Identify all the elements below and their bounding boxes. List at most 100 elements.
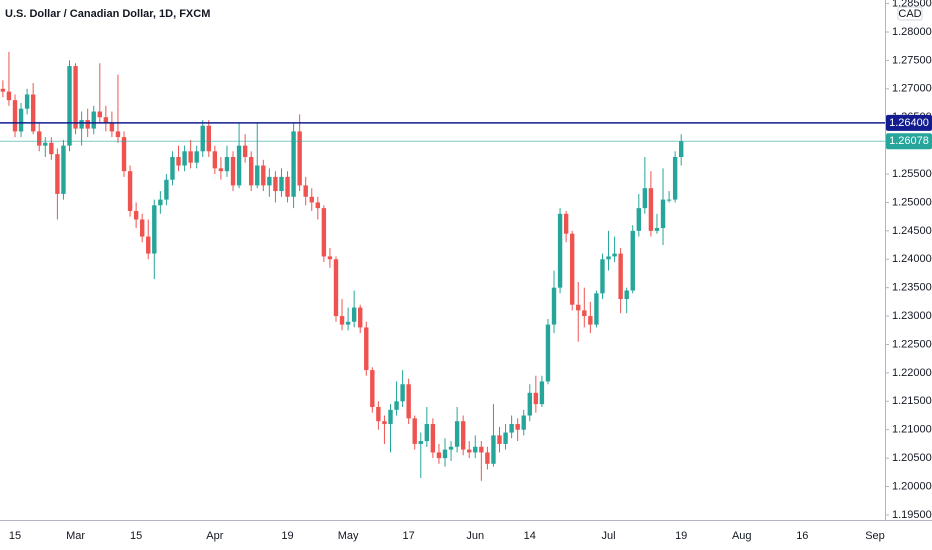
candle-body (176, 156, 181, 166)
candle-body (509, 424, 514, 433)
candle-body (327, 256, 333, 260)
x-tick-label: Mar (66, 530, 85, 542)
y-tick-label: 1.22000 (892, 367, 932, 379)
y-tick-label: 1.27000 (892, 83, 932, 95)
candle-body (600, 259, 605, 294)
candle-body (612, 253, 617, 257)
candle-body (491, 435, 496, 464)
candle-body (364, 327, 369, 371)
candle-body (212, 151, 218, 169)
candle-body (0, 88, 6, 92)
y-tick-label: 1.24500 (892, 225, 932, 237)
candle-body (400, 384, 405, 402)
chart-title: U.S. Dollar / Canadian Dollar, 1D, FXCM (5, 8, 210, 20)
candle-body (672, 156, 678, 200)
candle-body (654, 228, 660, 231)
candle-body (666, 199, 672, 201)
candle-body (539, 381, 545, 405)
x-tick-label: 14 (524, 530, 536, 542)
y-tick-label: 1.23500 (892, 282, 932, 294)
candle-body (321, 208, 327, 257)
y-tick-label: 1.27500 (892, 54, 932, 66)
y-tick-label: 1.22500 (892, 338, 932, 350)
candle-body (218, 168, 224, 172)
candle-body (97, 111, 102, 118)
candle-body (297, 131, 302, 186)
x-tick-label: 16 (796, 530, 808, 542)
x-tick-label: 15 (9, 530, 21, 542)
y-tick-label: 1.25000 (892, 196, 932, 208)
candle-body (133, 210, 139, 220)
y-tick-label: 1.24000 (892, 253, 932, 265)
last-price-tag (886, 133, 932, 150)
candle-body (436, 452, 442, 459)
candle-body (569, 233, 575, 305)
candle-body (497, 435, 502, 444)
candle-body (388, 409, 393, 425)
hline-tag-label: 1.26400 (889, 117, 929, 129)
candle-body (55, 154, 60, 194)
candle-body (485, 452, 490, 464)
candle-body (648, 188, 654, 231)
candle-body (606, 256, 611, 260)
candle-body (479, 446, 484, 453)
candle-body (460, 421, 466, 450)
currency-label: CAD (898, 8, 921, 20)
hline-tag (886, 114, 932, 131)
candle-body (115, 131, 121, 138)
candle-body (127, 171, 133, 211)
candle-body (248, 156, 254, 186)
x-tick-label: 19 (281, 530, 293, 542)
candle-body (557, 213, 563, 288)
candle-body (376, 406, 381, 422)
candle-body (358, 307, 363, 328)
candle-body (339, 316, 345, 325)
candle-body (382, 421, 387, 425)
candle-body (418, 441, 423, 444)
candle-body (236, 145, 242, 186)
candle-body (424, 424, 430, 442)
candle-body (279, 176, 284, 192)
candle-body (285, 176, 290, 197)
candle-body (521, 415, 526, 430)
candle-body (91, 111, 96, 129)
y-tick-label: 1.20000 (892, 480, 932, 492)
candle-body (351, 307, 357, 322)
candle-body (164, 179, 169, 200)
candle-body (230, 156, 236, 186)
candle-body (242, 145, 248, 157)
candle-body (43, 142, 48, 146)
candle-body (315, 202, 321, 209)
x-tick-label: May (338, 530, 359, 542)
candle-body (636, 208, 642, 231)
candle-body (551, 287, 557, 325)
candle-body (152, 205, 157, 254)
x-tick-label: Sep (865, 530, 885, 542)
candle-body (109, 122, 115, 132)
candle-body (394, 401, 399, 410)
candle-body (103, 117, 109, 123)
candle-body (430, 424, 436, 453)
x-tick-label: Apr (206, 530, 223, 542)
candle-body (588, 316, 593, 325)
candle-body (454, 421, 460, 447)
x-tick-label: 19 (675, 530, 687, 542)
candle-body (576, 304, 581, 311)
candle-body (333, 259, 339, 317)
y-tick-label: 1.25500 (892, 168, 932, 180)
candle-body (527, 392, 532, 416)
candle-body (158, 199, 163, 206)
candle-body (515, 424, 520, 430)
candle-body (467, 449, 472, 453)
candle-body (6, 91, 12, 101)
y-tick-label: 1.21000 (892, 424, 932, 436)
candle-body (121, 137, 127, 172)
candle-body (660, 199, 666, 229)
candle-body (61, 145, 66, 194)
candle-body (563, 213, 569, 234)
candle-body (594, 293, 599, 325)
candle-body (49, 142, 54, 155)
candle-body (206, 125, 212, 152)
candle-body (533, 392, 539, 405)
candle-body (412, 418, 417, 444)
